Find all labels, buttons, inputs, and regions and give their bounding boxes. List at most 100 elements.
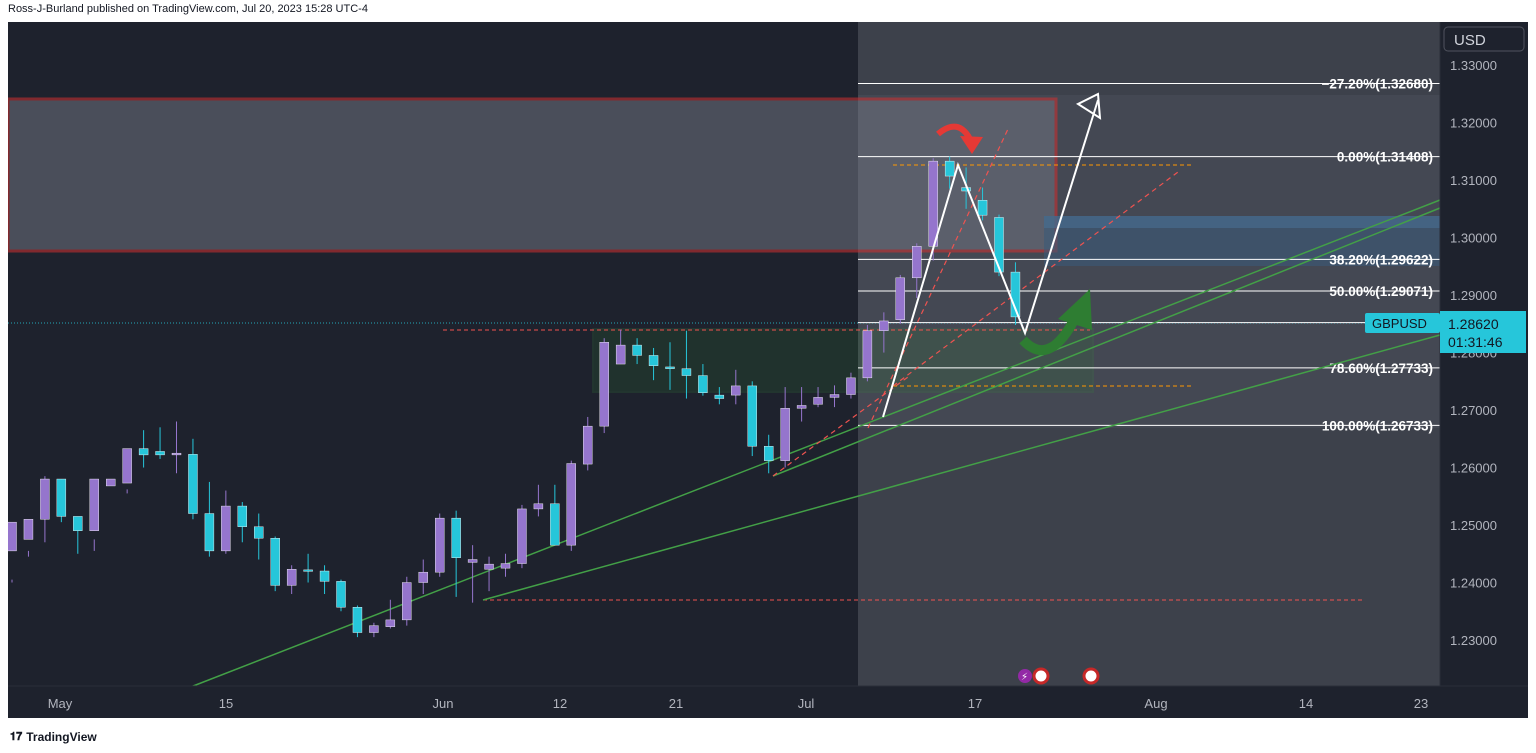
candle[interactable] — [599, 338, 609, 434]
dashed-trend-1 — [867, 128, 1009, 429]
candle[interactable] — [8, 521, 17, 583]
red-down-arrow-icon — [936, 123, 973, 141]
time-tick-label: May — [48, 696, 73, 711]
candle[interactable] — [369, 622, 379, 638]
candle[interactable] — [40, 476, 50, 543]
candle[interactable] — [533, 484, 544, 517]
candle[interactable] — [204, 481, 215, 557]
candle[interactable] — [89, 478, 99, 551]
fib-label: −27.20%(1.32680) — [1322, 77, 1433, 92]
chart-panel[interactable]: −27.20%(1.32680) 0.00%(1.31408) 38.20%(1.2… — [8, 22, 1528, 718]
candle-body — [895, 277, 905, 320]
candle-body — [731, 385, 741, 396]
candle[interactable] — [484, 556, 494, 592]
candle[interactable] — [237, 502, 248, 543]
candle-body — [352, 607, 363, 633]
candle[interactable] — [632, 338, 642, 365]
dashed-trend-2 — [892, 171, 1179, 387]
candle[interactable] — [500, 553, 511, 577]
candle[interactable] — [303, 553, 313, 583]
candle[interactable] — [56, 478, 67, 523]
candle[interactable] — [862, 324, 873, 382]
candle-body — [73, 516, 83, 531]
candle[interactable] — [665, 342, 675, 390]
resistance-band-top — [1044, 216, 1440, 228]
candle[interactable] — [944, 156, 955, 189]
candle-body — [171, 452, 182, 456]
candle[interactable] — [155, 427, 165, 459]
time-tick-label: 12 — [553, 696, 567, 711]
price-chart[interactable]: −27.20%(1.32680) 0.00%(1.31408) 38.20%(1.2… — [8, 22, 1528, 718]
candle[interactable] — [122, 448, 132, 494]
candle[interactable] — [879, 312, 889, 353]
candle[interactable] — [105, 478, 116, 490]
candle[interactable] — [221, 490, 231, 554]
lightning-event-icon[interactable] — [1018, 669, 1032, 683]
candle[interactable] — [566, 460, 576, 551]
candle[interactable] — [517, 504, 527, 569]
us-flag-event-icon[interactable] — [1082, 667, 1100, 685]
candle[interactable] — [23, 519, 34, 557]
candle[interactable] — [138, 430, 149, 468]
candle[interactable] — [912, 243, 922, 298]
candle-body — [89, 478, 99, 531]
candle[interactable] — [418, 559, 428, 595]
candle[interactable] — [352, 605, 363, 638]
candle[interactable] — [286, 565, 297, 595]
candle[interactable] — [435, 513, 445, 577]
trend-line-2 — [482, 334, 1441, 601]
candle[interactable] — [714, 387, 725, 405]
candle[interactable] — [681, 330, 692, 399]
candle[interactable] — [583, 416, 593, 471]
red-arrow-head — [960, 136, 983, 154]
candle-body — [138, 448, 149, 456]
candle[interactable] — [813, 387, 823, 408]
candle-body — [829, 394, 840, 398]
candle-body — [566, 463, 576, 546]
candle[interactable] — [895, 274, 905, 324]
candle[interactable] — [319, 565, 330, 595]
candle[interactable] — [171, 421, 182, 474]
candle[interactable] — [385, 599, 396, 629]
candle-body — [533, 503, 544, 510]
candle-body — [747, 385, 757, 447]
candle[interactable] — [550, 484, 560, 546]
candle-body — [1010, 271, 1021, 318]
candle[interactable] — [648, 347, 659, 381]
candle[interactable] — [780, 387, 790, 468]
candle[interactable] — [731, 369, 741, 405]
candle-body — [550, 503, 560, 546]
last-price-box — [1440, 311, 1526, 353]
candle[interactable] — [846, 372, 856, 399]
symbol-label-box — [1365, 313, 1440, 333]
candle-body — [615, 344, 626, 365]
candle[interactable] — [402, 576, 412, 626]
candle[interactable] — [270, 536, 280, 592]
candle[interactable] — [829, 385, 840, 408]
currency-button[interactable] — [1443, 26, 1525, 52]
candle-body — [796, 405, 807, 409]
candle[interactable] — [1010, 262, 1021, 325]
candle[interactable] — [73, 516, 83, 554]
candle-body — [944, 160, 955, 177]
candle[interactable] — [977, 187, 988, 221]
fib-label: 0.00%(1.31408) — [1337, 150, 1433, 165]
candle[interactable] — [747, 381, 757, 457]
candle[interactable] — [467, 545, 478, 603]
candle-body — [237, 505, 248, 527]
candle-body — [484, 563, 494, 570]
price-axis[interactable] — [1440, 22, 1528, 686]
candle[interactable] — [796, 387, 807, 422]
candle[interactable] — [188, 438, 198, 520]
candle[interactable] — [698, 364, 708, 396]
price-tick-label: 1.23000 — [1450, 633, 1497, 648]
price-tick-label: 1.31000 — [1450, 173, 1497, 188]
uk-flag-event-icon[interactable] — [1032, 667, 1050, 685]
candle[interactable] — [254, 513, 264, 560]
candle[interactable] — [764, 434, 774, 474]
candle[interactable] — [451, 510, 461, 597]
candle-body — [40, 478, 50, 520]
candle[interactable] — [615, 329, 626, 365]
time-axis[interactable] — [8, 686, 1528, 718]
candle[interactable] — [336, 579, 346, 612]
